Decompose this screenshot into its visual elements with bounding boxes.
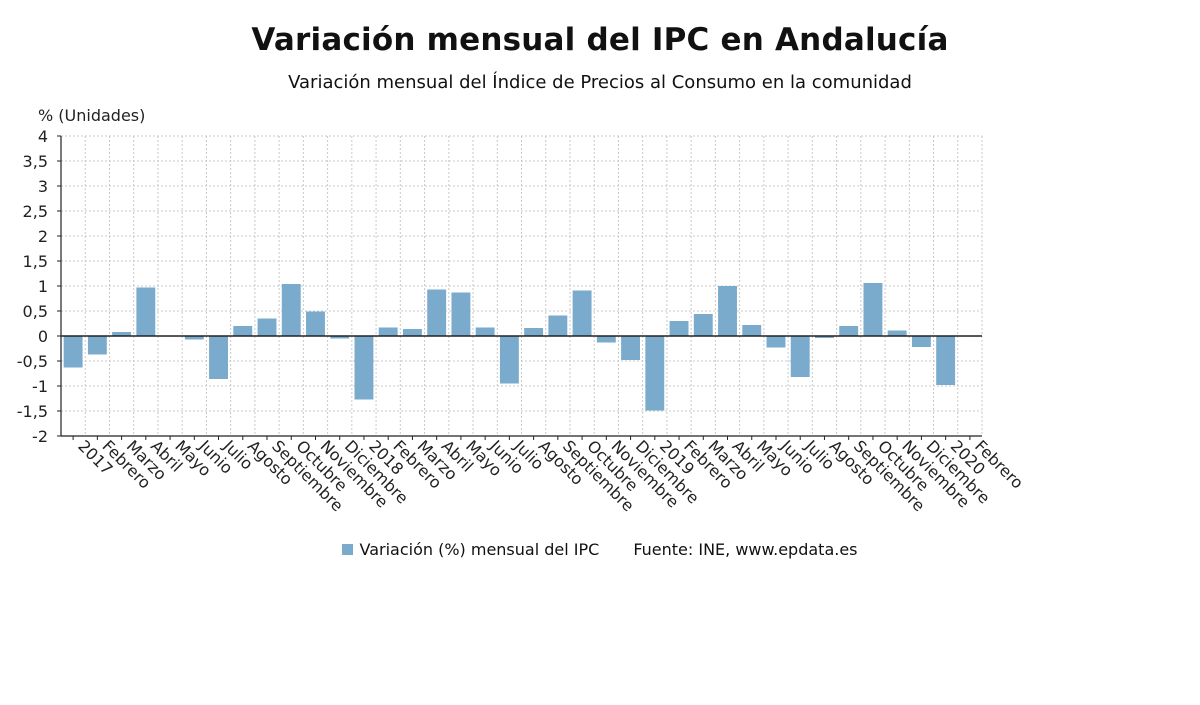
chart-title: Variación mensual del IPC en Andalucía bbox=[251, 22, 949, 58]
y-tick-label: 4 bbox=[38, 127, 48, 146]
y-tick-label: 1 bbox=[38, 277, 48, 296]
bar bbox=[257, 318, 277, 336]
bar bbox=[184, 336, 204, 340]
bar bbox=[693, 314, 713, 336]
bar bbox=[524, 328, 544, 336]
bar bbox=[499, 336, 519, 384]
bar bbox=[572, 290, 592, 336]
bar bbox=[718, 286, 737, 336]
legend-swatch bbox=[342, 544, 354, 555]
bar bbox=[306, 311, 325, 336]
bar bbox=[621, 336, 641, 360]
bar bbox=[209, 336, 228, 379]
y-tick-label: 3,5 bbox=[23, 152, 48, 171]
y-tick-label: 1,5 bbox=[23, 252, 48, 271]
legend-series-label: Variación (%) mensual del IPC bbox=[359, 540, 600, 559]
bar bbox=[87, 336, 107, 355]
bar bbox=[281, 284, 301, 336]
bar bbox=[790, 336, 810, 377]
y-tick-label: 0,5 bbox=[23, 302, 48, 321]
bar bbox=[887, 330, 907, 336]
bar bbox=[766, 336, 786, 348]
y-tick-label: -0,5 bbox=[17, 352, 48, 371]
bar bbox=[233, 326, 253, 336]
axes bbox=[57, 135, 982, 440]
bar bbox=[839, 326, 859, 336]
bar bbox=[330, 336, 350, 339]
grid bbox=[61, 135, 983, 437]
bar bbox=[548, 315, 568, 336]
legend: Variación (%) mensual del IPC Fuente: INE… bbox=[0, 540, 1200, 559]
bar bbox=[63, 336, 83, 368]
y-tick-label: 3 bbox=[38, 177, 48, 196]
bar bbox=[645, 336, 665, 411]
bar bbox=[136, 287, 156, 336]
bar bbox=[354, 336, 374, 400]
y-tick-label: 2 bbox=[38, 227, 48, 246]
bar bbox=[402, 329, 422, 336]
y-tick-labels: 4 3,5 3 2,5 2 1,5 1 0,5 0 -0,5 -1 -1,5 -2 bbox=[17, 127, 48, 446]
source-note: Fuente: INE, www.epdata.es bbox=[633, 540, 858, 559]
y-tick-label: 0 bbox=[38, 327, 48, 346]
bar bbox=[451, 292, 471, 336]
bar bbox=[742, 325, 762, 336]
x-tick-labels: 2017FebreroMarzoAbrilMayoJunioJulioAgost… bbox=[74, 436, 1027, 516]
bar bbox=[427, 289, 447, 336]
bar bbox=[378, 327, 398, 336]
bar bbox=[815, 336, 834, 338]
chart-subtitle: Variación mensual del Índice de Precios … bbox=[288, 72, 912, 93]
y-tick-label: -1 bbox=[32, 377, 48, 396]
bar bbox=[863, 283, 883, 336]
bar bbox=[475, 327, 495, 336]
bar bbox=[112, 332, 132, 336]
bar bbox=[596, 336, 616, 343]
y-tick-label: -2 bbox=[32, 427, 48, 446]
bar bbox=[669, 321, 689, 336]
y-axis-label: % (Unidades) bbox=[38, 106, 145, 125]
y-tick-label: 2,5 bbox=[23, 202, 48, 221]
bars bbox=[63, 283, 980, 411]
bar bbox=[911, 336, 931, 347]
bar-chart: % (Unidades) 4 3,5 3 2,5 2 1,5 1 0,5 0 -0,5 -1 -1,5… bbox=[17, 106, 1027, 516]
bar bbox=[936, 336, 956, 385]
y-tick-label: -1,5 bbox=[17, 402, 48, 421]
